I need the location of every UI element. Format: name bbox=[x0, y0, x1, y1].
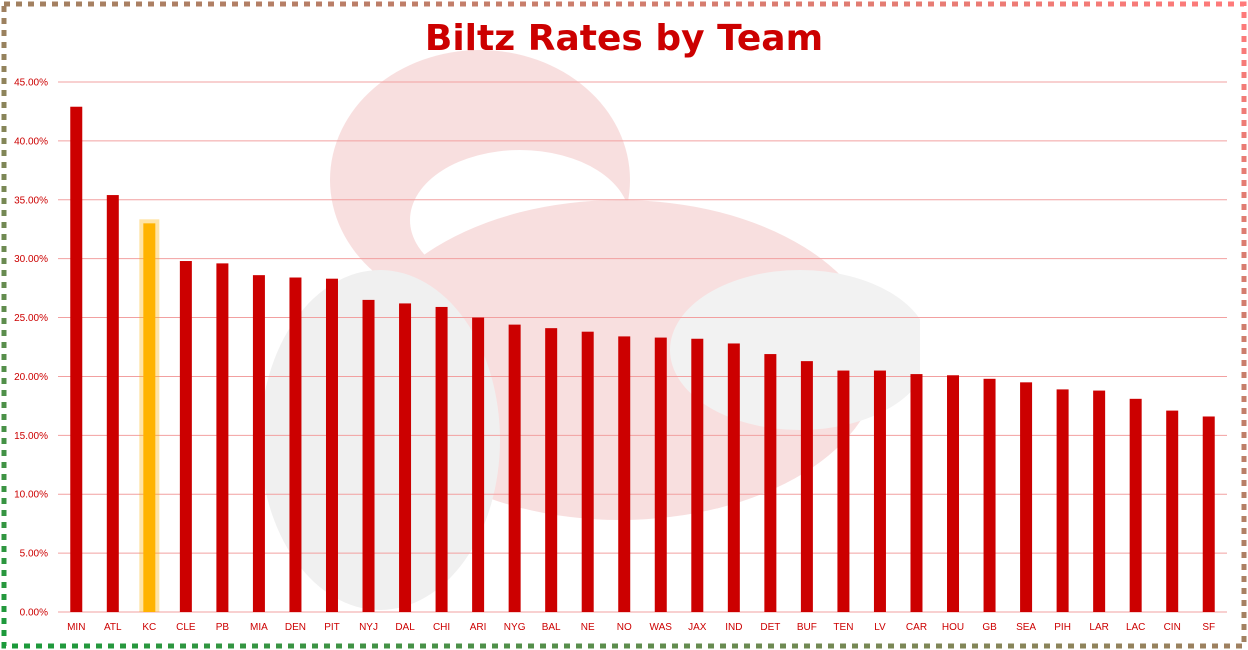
x-category-label: BAL bbox=[542, 622, 561, 633]
x-category-label: PIH bbox=[1054, 622, 1071, 633]
x-category-label: NO bbox=[617, 622, 632, 633]
bar-ne bbox=[581, 331, 594, 612]
chart-title: Biltz Rates by Team bbox=[424, 18, 824, 59]
x-category-label: LV bbox=[874, 622, 886, 633]
x-category-label: BUF bbox=[797, 622, 817, 633]
x-category-label: WAS bbox=[650, 622, 673, 633]
x-category-label: PIT bbox=[324, 622, 340, 633]
gridlines bbox=[58, 81, 1227, 613]
x-category-label: LAC bbox=[1126, 622, 1145, 633]
bar-bal bbox=[545, 328, 558, 612]
bar-hou bbox=[947, 375, 960, 612]
bar-lv bbox=[873, 370, 886, 612]
x-category-label: IND bbox=[725, 622, 742, 633]
bar-ari bbox=[472, 317, 485, 612]
x-category-label: CHI bbox=[433, 622, 450, 633]
y-tick-label: 25.00% bbox=[14, 313, 48, 324]
x-category-label: ATL bbox=[104, 622, 122, 633]
y-tick-label: 0.00% bbox=[20, 608, 48, 619]
y-tick-label: 20.00% bbox=[14, 372, 48, 383]
bar-pb bbox=[216, 263, 229, 612]
x-category-label: NYJ bbox=[359, 622, 378, 633]
x-category-label: CIN bbox=[1164, 622, 1181, 633]
x-category-label: DET bbox=[760, 622, 780, 633]
x-axis-category-labels: MIN ATL KC CLE PB MIA DEN PIT NYJ DAL CHI ARI NYG BAL… bbox=[67, 622, 1215, 633]
x-category-label: NE bbox=[581, 622, 595, 633]
x-category-label: SF bbox=[1202, 622, 1215, 633]
bar-pih bbox=[1056, 389, 1069, 612]
bar-nyg bbox=[508, 324, 521, 612]
bar-mia bbox=[252, 275, 265, 612]
x-category-label: GB bbox=[982, 622, 997, 633]
bar-chi bbox=[435, 306, 448, 612]
x-category-label: KC bbox=[142, 622, 156, 633]
y-tick-label: 35.00% bbox=[14, 195, 48, 206]
bar-dal bbox=[399, 303, 412, 612]
bars bbox=[70, 106, 1215, 613]
bar-cin bbox=[1166, 410, 1179, 612]
bar-lar bbox=[1093, 390, 1106, 612]
x-category-label: HOU bbox=[942, 622, 964, 633]
x-category-label: LAR bbox=[1089, 622, 1108, 633]
y-tick-label: 45.00% bbox=[14, 78, 48, 89]
y-tick-label: 5.00% bbox=[20, 549, 48, 560]
bar-nyj bbox=[362, 299, 375, 612]
bar-lac bbox=[1129, 398, 1142, 612]
x-category-label: JAX bbox=[688, 622, 707, 633]
bar-det bbox=[764, 354, 777, 612]
bar-sf bbox=[1202, 416, 1215, 612]
x-category-label: DAL bbox=[395, 622, 415, 633]
x-category-label: NYG bbox=[504, 622, 526, 633]
y-tick-label: 10.00% bbox=[14, 490, 48, 501]
bar-buf bbox=[800, 361, 813, 612]
bar-ind bbox=[727, 343, 740, 612]
x-category-label: MIA bbox=[250, 622, 268, 633]
bar-pit bbox=[325, 278, 338, 612]
x-category-label: CLE bbox=[176, 622, 196, 633]
x-category-label: CAR bbox=[906, 622, 927, 633]
x-category-label: PB bbox=[216, 622, 230, 633]
x-category-label: DEN bbox=[285, 622, 306, 633]
bar-atl bbox=[106, 195, 119, 613]
bar-cle bbox=[179, 261, 192, 612]
x-category-label: MIN bbox=[67, 622, 85, 633]
y-tick-label: 40.00% bbox=[14, 136, 48, 147]
bar-kc bbox=[143, 223, 156, 613]
bar-den bbox=[289, 277, 302, 612]
x-category-label: SEA bbox=[1016, 622, 1036, 633]
bar-no bbox=[618, 336, 631, 612]
bar-was bbox=[654, 337, 667, 612]
x-category-label: TEN bbox=[833, 622, 853, 633]
bar-gb bbox=[983, 378, 996, 612]
y-tick-label: 15.00% bbox=[14, 431, 48, 442]
bar-ten bbox=[837, 370, 850, 612]
y-axis-tick-labels: 0.00% 5.00% 10.00% 15.00% 20.00% 25.00% 30.00%… bbox=[14, 78, 48, 619]
y-tick-label: 30.00% bbox=[14, 254, 48, 265]
bar-car bbox=[910, 374, 923, 612]
x-category-label: ARI bbox=[470, 622, 487, 633]
bar-sea bbox=[1020, 382, 1033, 612]
bar-jax bbox=[691, 338, 704, 612]
bar-min bbox=[70, 106, 83, 612]
